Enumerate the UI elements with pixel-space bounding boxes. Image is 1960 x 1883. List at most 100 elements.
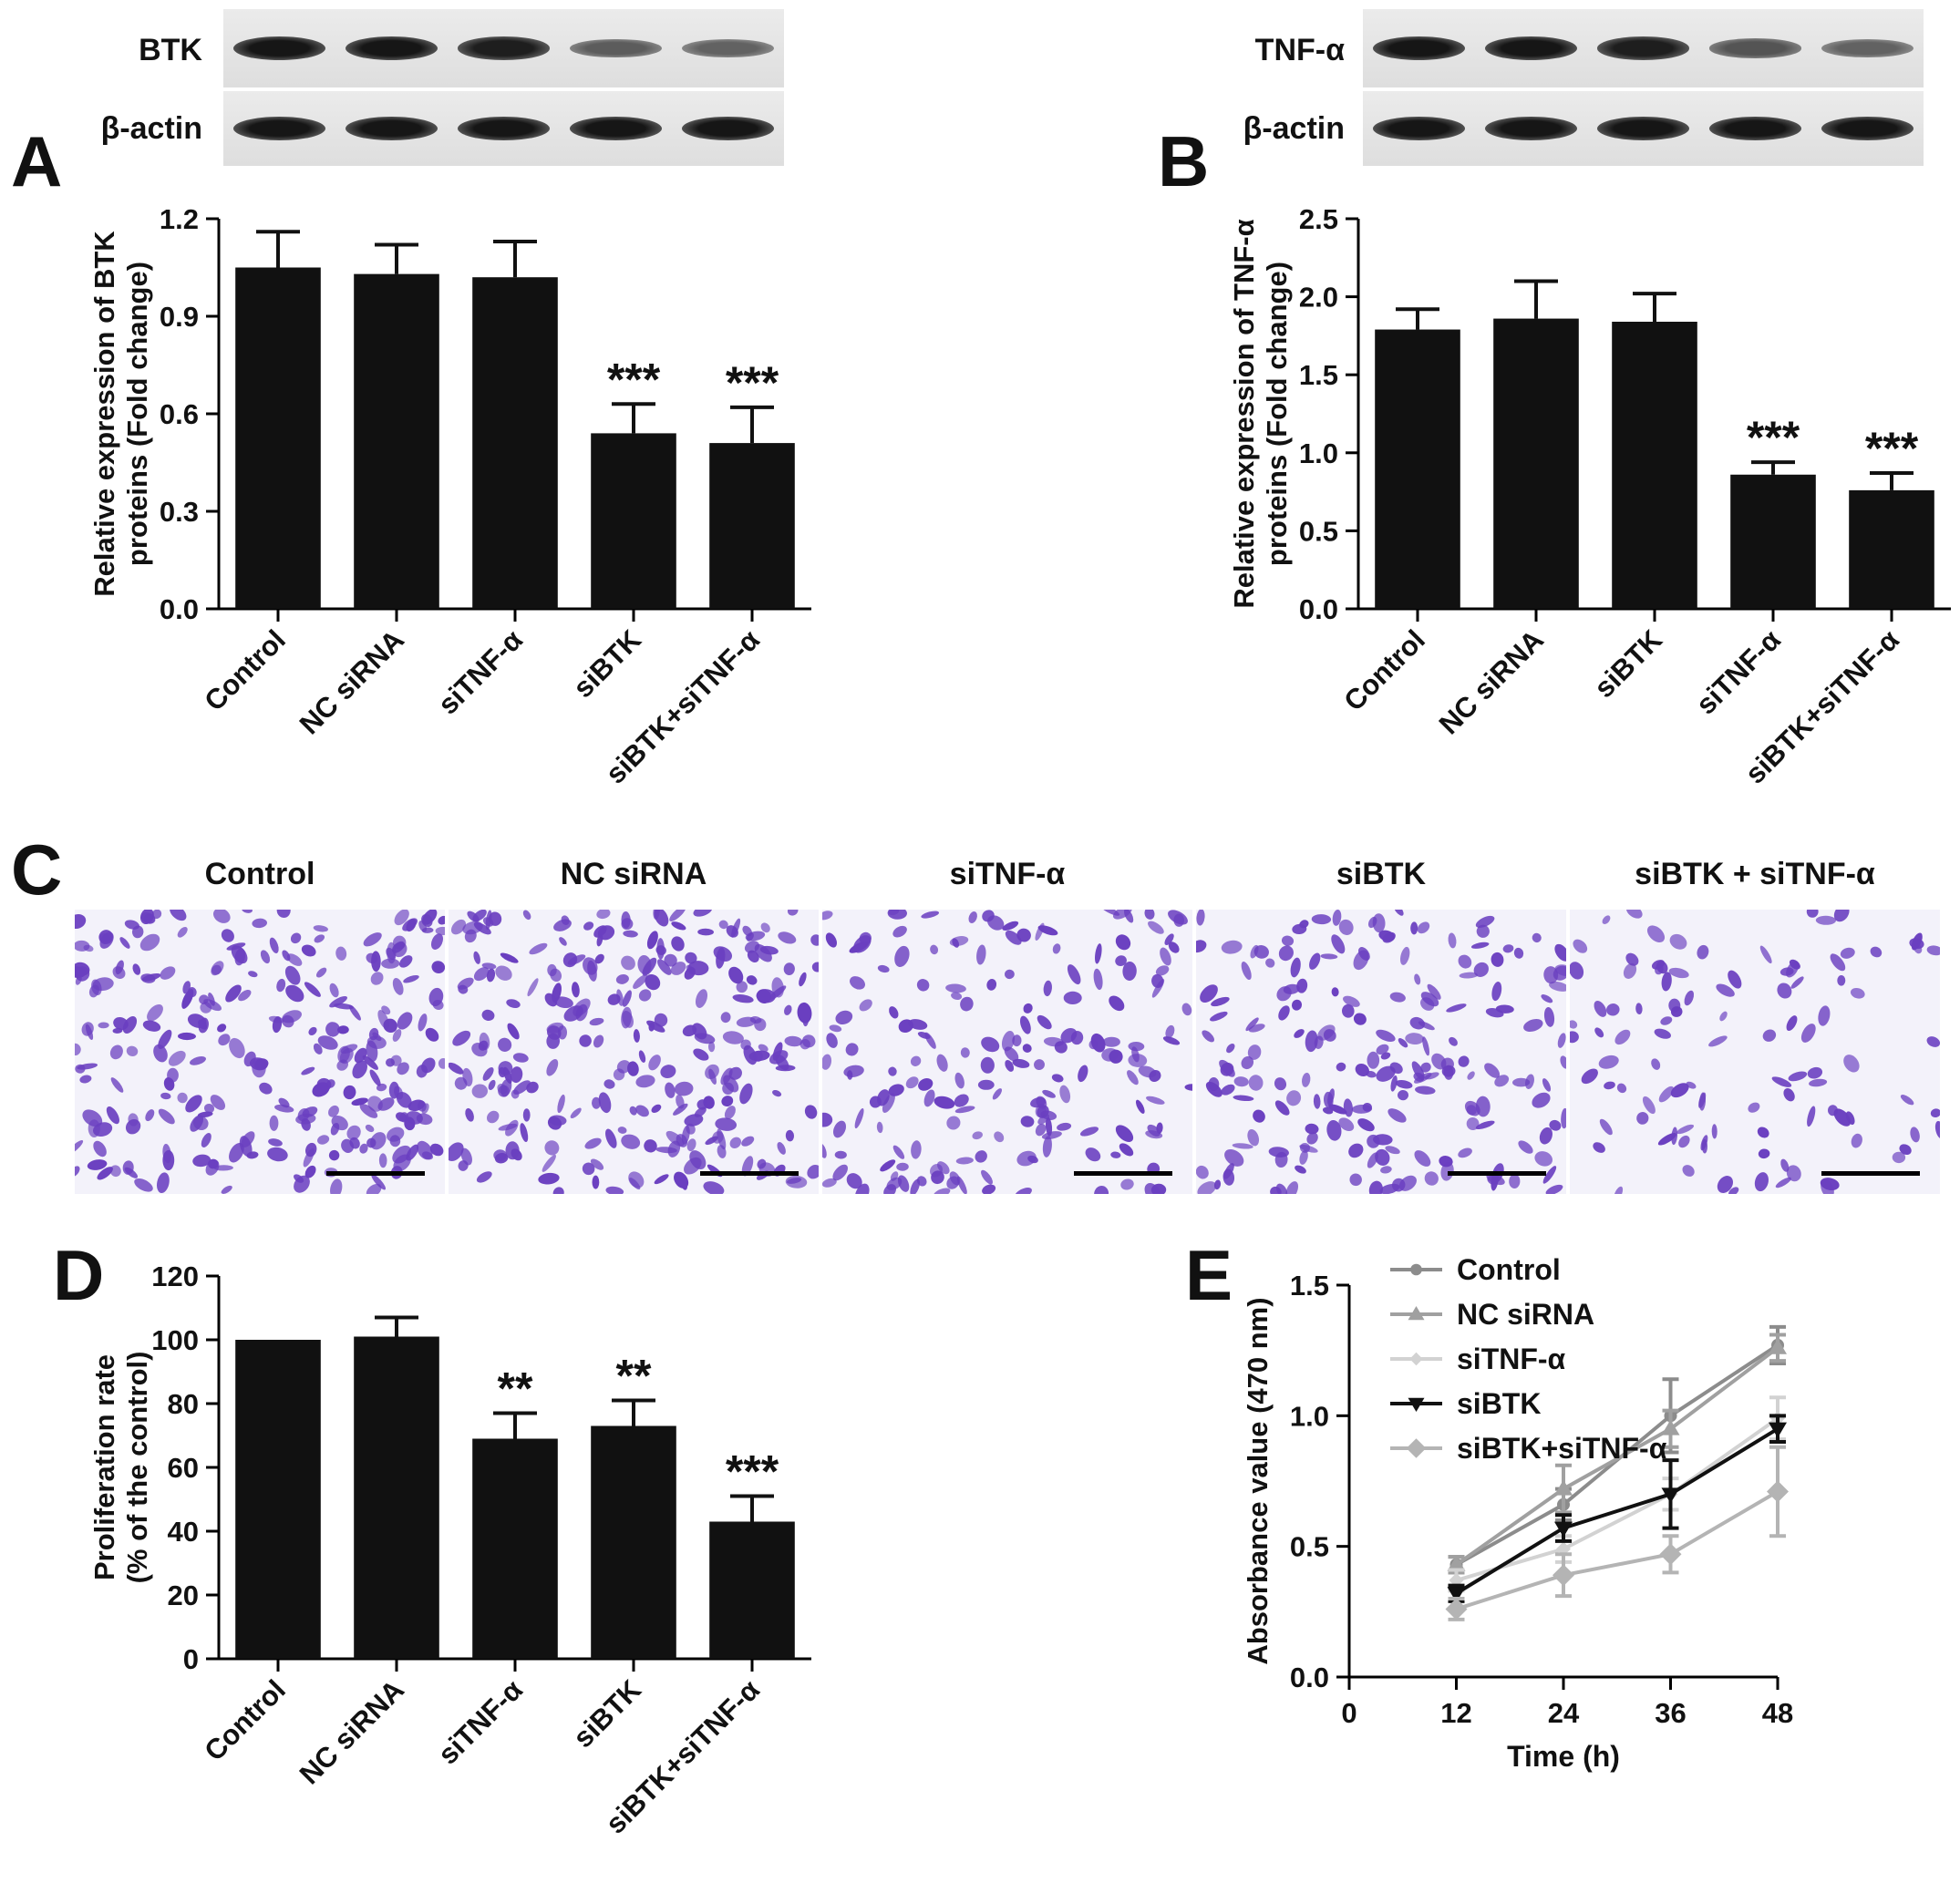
stained-cell bbox=[1542, 1078, 1552, 1092]
stained-cell bbox=[212, 910, 231, 923]
y-axis-label: Proliferation rate bbox=[88, 1354, 120, 1580]
stained-cell bbox=[1338, 919, 1354, 935]
stained-cell bbox=[168, 1050, 186, 1066]
stained-cell bbox=[112, 966, 126, 980]
stained-cell bbox=[352, 1060, 367, 1079]
stained-cell bbox=[572, 982, 580, 998]
stained-cell bbox=[589, 1017, 604, 1026]
stained-cell bbox=[629, 1106, 637, 1116]
stained-cell bbox=[377, 1097, 395, 1111]
stained-cell bbox=[1807, 1106, 1816, 1127]
stained-cell bbox=[1164, 933, 1174, 946]
stained-cell bbox=[916, 979, 930, 992]
stained-cell bbox=[458, 984, 469, 994]
stained-cell bbox=[1459, 972, 1478, 979]
stained-cell bbox=[538, 1172, 560, 1185]
stained-cell bbox=[272, 1016, 283, 1034]
stained-cell bbox=[500, 952, 519, 963]
stained-cell bbox=[1020, 1015, 1031, 1034]
blot-band bbox=[1485, 117, 1577, 140]
stained-cell bbox=[267, 1147, 288, 1162]
stained-cell bbox=[497, 1083, 508, 1095]
stained-cell bbox=[745, 931, 766, 942]
stained-cell bbox=[511, 1148, 522, 1161]
stained-cell bbox=[386, 947, 396, 961]
stained-cell bbox=[75, 940, 90, 952]
stained-cell bbox=[1523, 1019, 1543, 1032]
stained-cell bbox=[1415, 1086, 1436, 1095]
stained-cell bbox=[1651, 1058, 1661, 1070]
stained-cell bbox=[229, 1037, 245, 1059]
stained-cell bbox=[1385, 1146, 1400, 1155]
stained-cell bbox=[621, 918, 634, 931]
stained-cell bbox=[274, 1104, 294, 1113]
stained-cell bbox=[910, 1055, 922, 1066]
x-axis-label: Time (h) bbox=[1507, 1740, 1620, 1773]
significance-marker: *** bbox=[607, 354, 661, 405]
series-marker bbox=[1408, 1397, 1425, 1412]
stained-cell bbox=[1914, 943, 1923, 954]
stained-cell bbox=[1843, 1055, 1860, 1073]
x-tick-label: 12 bbox=[1440, 1697, 1471, 1729]
x-tick-label: siTNF-α bbox=[432, 1673, 529, 1770]
stained-cell bbox=[1110, 1151, 1121, 1158]
stained-cell bbox=[1156, 1122, 1163, 1134]
stained-cell bbox=[955, 1157, 974, 1165]
micrograph-title-2: NC siRNA bbox=[560, 857, 707, 891]
series-line bbox=[1455, 1489, 1779, 1611]
stained-cell bbox=[847, 1070, 853, 1080]
western-blot-a-loading-strip bbox=[223, 91, 784, 166]
stained-cell bbox=[883, 1184, 897, 1194]
legend-label: siBTK+siTNF-α bbox=[1457, 1432, 1667, 1465]
y-tick-label: 40 bbox=[168, 1516, 199, 1548]
stained-cell bbox=[1800, 1024, 1816, 1043]
stained-cell bbox=[1486, 1173, 1505, 1186]
stained-cell bbox=[403, 974, 419, 983]
blot-a-target-label: BTK bbox=[139, 33, 202, 67]
stained-cell bbox=[225, 984, 242, 1003]
stained-cell bbox=[201, 1133, 211, 1147]
stained-cell bbox=[980, 1056, 995, 1074]
stained-cell bbox=[850, 976, 865, 990]
stained-cell bbox=[343, 1085, 356, 1100]
stained-cell bbox=[894, 945, 910, 967]
stained-cell bbox=[417, 1140, 433, 1160]
stained-cell bbox=[617, 1127, 627, 1134]
stained-cell bbox=[1196, 910, 1205, 926]
stained-cell bbox=[553, 919, 572, 931]
stained-cell bbox=[622, 1011, 634, 1028]
stained-cell bbox=[1331, 934, 1346, 954]
stained-cell bbox=[177, 926, 188, 938]
stained-cell bbox=[605, 1186, 624, 1194]
stained-cell bbox=[192, 1154, 211, 1168]
stained-cell bbox=[211, 961, 224, 976]
stained-cell bbox=[981, 1169, 993, 1185]
stained-cell bbox=[431, 961, 445, 973]
stained-cell bbox=[369, 1069, 381, 1086]
stained-cell bbox=[113, 1016, 129, 1031]
stained-cell bbox=[686, 1123, 696, 1135]
stained-cell bbox=[1475, 1120, 1495, 1130]
stained-cell bbox=[381, 1005, 391, 1015]
stained-cell bbox=[359, 1143, 368, 1154]
blot-band bbox=[1821, 39, 1914, 57]
series-marker bbox=[1769, 1422, 1787, 1438]
stained-cell bbox=[731, 918, 741, 938]
stained-cell bbox=[1295, 1165, 1306, 1174]
stained-cell bbox=[1241, 1055, 1254, 1070]
stained-cell bbox=[1285, 1181, 1299, 1194]
stained-cell bbox=[1353, 950, 1369, 971]
y-tick-label: 0.3 bbox=[160, 496, 199, 528]
stained-cell bbox=[651, 1104, 662, 1114]
stained-cell bbox=[804, 1105, 818, 1119]
stained-cell bbox=[314, 934, 325, 943]
stained-cell bbox=[1387, 1108, 1407, 1123]
stained-cell bbox=[1466, 1105, 1477, 1116]
stained-cell bbox=[1016, 1150, 1037, 1167]
stained-cell bbox=[1232, 1143, 1253, 1149]
y-tick-label: 0.0 bbox=[1299, 593, 1338, 625]
stained-cell bbox=[1390, 1075, 1398, 1092]
stained-cell bbox=[349, 1137, 360, 1149]
stained-cell bbox=[329, 983, 339, 998]
stained-cell bbox=[1845, 1111, 1855, 1126]
